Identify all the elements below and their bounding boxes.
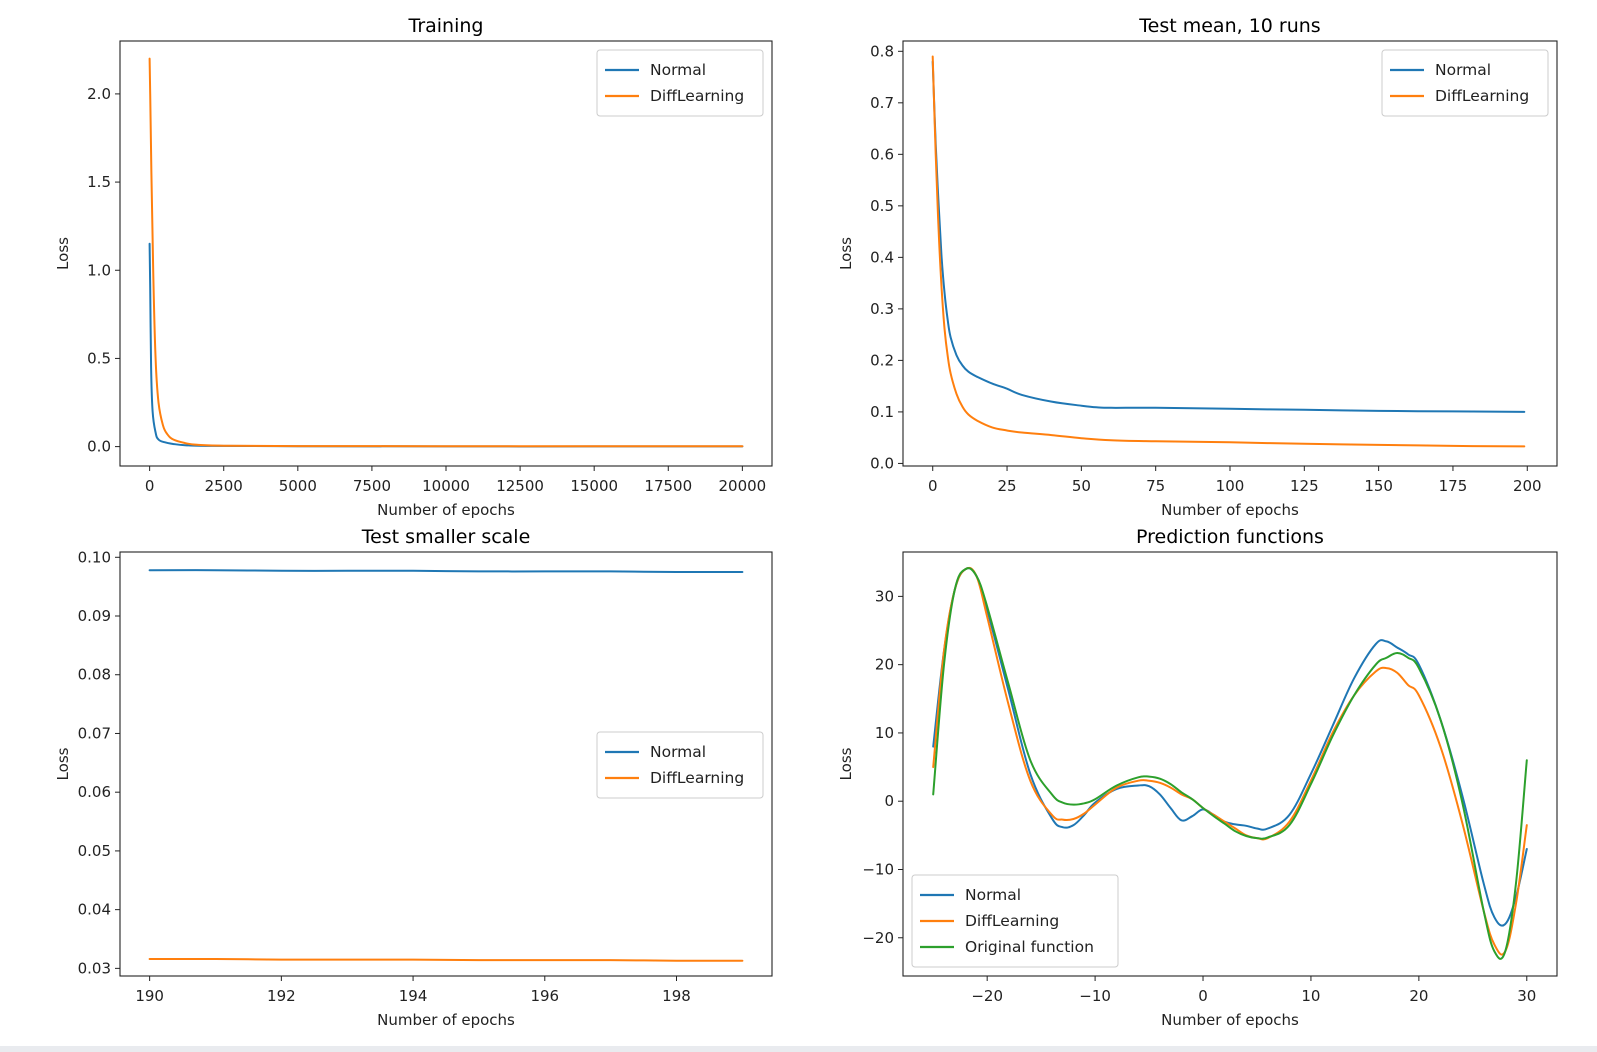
y-tick-label: 0.4 [870,248,894,266]
x-tick-label: 125 [1290,477,1319,495]
x-tick-label: 150 [1364,477,1393,495]
x-tick-label: 15000 [570,477,618,495]
y-tick-label: 0.0 [870,454,894,472]
chart-title: Prediction functions [1136,526,1324,548]
legend-label: Original function [965,938,1094,956]
y-tick-label: 0.09 [78,607,111,625]
x-tick-label: 12500 [496,477,544,495]
subplot-test-smaller-scale: Test smaller scale 190 192 194 196 198 0.03 0.0… [54,526,773,1029]
x-tick-label: 0 [1198,987,1208,1005]
legend-label: DiffLearning [650,87,744,105]
x-tick-label: 194 [399,987,428,1005]
y-tick-label: 0.03 [78,959,111,977]
series-line-difflearning [931,55,1526,448]
y-axis-label: Loss [54,237,72,270]
y-tick-label: 0.2 [870,351,894,369]
x-axis-label: Number of epochs [1161,1011,1299,1029]
x-tick-label: 192 [267,987,296,1005]
chart-title: Training [408,15,484,37]
x-tick-label: 75 [1146,477,1165,495]
series-line-normal [931,60,1526,413]
x-axis-label: Number of epochs [377,1011,515,1029]
y-tick-label: 30 [875,587,894,605]
y-axis-label: Loss [54,747,72,780]
x-tick-label: 17500 [644,477,692,495]
y-tick-label: 0.06 [78,783,111,801]
bottom-scroll-strip [0,1046,1597,1052]
y-axis-label: Loss [837,747,855,780]
y-tick-label: 0.6 [870,145,894,163]
series-line-difflearning [148,57,744,448]
x-tick-label: 198 [662,987,691,1005]
y-tick-label: 0 [884,792,894,810]
y-tick-label: 1.5 [87,173,111,191]
chart-title: Test smaller scale [361,526,531,548]
y-tick-label: −10 [862,860,894,878]
y-tick-label: 0.5 [870,197,894,215]
x-tick-label: 7500 [353,477,391,495]
y-tick-label: 0.8 [870,42,894,60]
y-tick-label: 0.10 [78,548,111,566]
x-tick-label: 50 [1072,477,1091,495]
y-tick-label: 0.07 [78,724,111,742]
subplot-training: Training 0 2500 5000 7500 10000 12500 15000 1750… [54,15,773,519]
chart-title: Test mean, 10 runs [1138,15,1320,37]
legend: Normal DiffLearning [596,49,764,117]
y-tick-label: 0.0 [87,438,111,456]
series-line-normal [148,569,744,574]
series-line-difflearning [932,566,1528,956]
legend-box [911,874,1119,968]
x-tick-label: 190 [135,987,164,1005]
x-tick-label: 2500 [205,477,243,495]
x-axis-label: Number of epochs [1161,501,1299,519]
legend-label: DiffLearning [965,912,1059,930]
subplot-test-mean: Test mean, 10 runs 0 25 50 75 100 125 150 175 200… [837,15,1558,519]
x-tick-label: 20000 [719,477,767,495]
series-line-original-function [932,567,1528,960]
legend-label: Normal [650,61,706,79]
x-tick-label: 25 [997,477,1016,495]
legend: Normal DiffLearning [596,731,764,799]
legend: Normal DiffLearning Original function [911,874,1119,968]
legend-label: Normal [965,886,1021,904]
y-tick-label: 0.1 [870,403,894,421]
x-tick-label: 0 [145,477,155,495]
legend-box [1381,49,1549,117]
x-tick-label: −10 [1079,987,1111,1005]
y-tick-label: 0.05 [78,842,111,860]
y-tick-label: 10 [875,724,894,742]
legend-box [596,49,764,117]
legend-label: Normal [650,743,706,761]
x-tick-label: −20 [971,987,1003,1005]
x-tick-label: 196 [530,987,559,1005]
subplot-prediction-functions: Prediction functions −20 −10 0 10 20 30 −20 −10 0… [837,526,1558,1029]
x-tick-label: 200 [1513,477,1542,495]
x-tick-label: 10 [1301,987,1320,1005]
y-tick-label: 0.3 [870,300,894,318]
y-tick-label: 0.5 [87,349,111,367]
legend-label: DiffLearning [1435,87,1529,105]
y-tick-label: 20 [875,656,894,674]
x-axis-label: Number of epochs [377,501,515,519]
legend-label: DiffLearning [650,769,744,787]
legend-label: Normal [1435,61,1491,79]
y-axis-label: Loss [837,237,855,270]
x-tick-label: 20 [1409,987,1428,1005]
y-tick-label: 0.04 [78,901,111,919]
series-line-difflearning [148,957,744,962]
x-tick-label: 5000 [279,477,317,495]
x-tick-label: 30 [1517,987,1536,1005]
x-tick-label: 0 [928,477,938,495]
y-tick-label: 0.7 [870,94,894,112]
y-tick-label: 2.0 [87,85,111,103]
x-tick-label: 10000 [422,477,470,495]
x-tick-label: 175 [1439,477,1468,495]
y-tick-label: 1.0 [87,261,111,279]
y-tick-label: 0.08 [78,666,111,684]
x-tick-label: 100 [1216,477,1245,495]
legend-box [596,731,764,799]
legend: Normal DiffLearning [1381,49,1549,117]
y-tick-label: −20 [862,929,894,947]
